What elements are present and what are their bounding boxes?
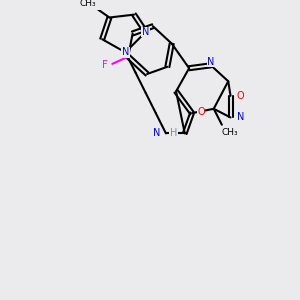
Text: CH₃: CH₃ [80,0,96,8]
Text: N: N [237,112,244,122]
Text: N: N [122,47,129,57]
Text: O: O [237,91,244,101]
Text: F: F [102,60,108,70]
Text: H: H [170,128,177,138]
Text: O: O [197,107,205,117]
Text: N: N [207,57,214,67]
Text: N: N [142,27,149,37]
Text: N: N [153,128,161,138]
Text: CH₃: CH₃ [222,128,238,137]
